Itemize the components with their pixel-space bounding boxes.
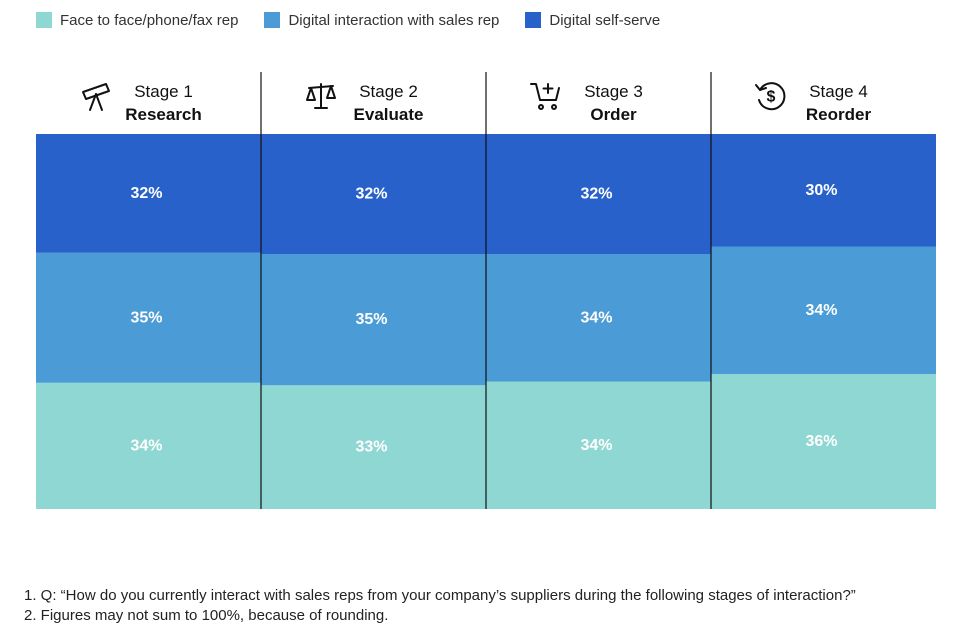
bar-segment-evaluate-face-to-face-phone-fax-rep — [261, 385, 486, 509]
legend-item-face-to-face: Face to face/phone/fax rep — [36, 12, 238, 29]
dollar-refresh-icon: $ — [755, 82, 786, 111]
footnote-1: 1. Q: “How do you currently interact wit… — [24, 587, 856, 604]
data-label-reorder-face-to-face-phone-fax-rep: 36% — [805, 433, 837, 450]
telescope-icon — [82, 83, 110, 111]
column-dividers — [260, 72, 712, 509]
bar-segment-evaluate-digital-self-serve — [261, 134, 486, 254]
bar-segment-research-digital-interaction-with-sales-rep — [36, 252, 261, 383]
data-label-evaluate-digital-self-serve: 32% — [355, 186, 387, 203]
bar-segment-order-digital-interaction-with-sales-rep — [486, 254, 711, 382]
legend-label-digital-rep: Digital interaction with sales rep — [288, 11, 500, 29]
bar-segment-order-digital-self-serve — [486, 134, 711, 254]
stage-number-1: Stage 1 — [134, 82, 193, 101]
data-label-research-digital-interaction-with-sales-rep: 35% — [130, 309, 162, 326]
data-label-research-digital-self-serve: 32% — [130, 185, 162, 202]
data-label-evaluate-face-to-face-phone-fax-rep: 33% — [355, 439, 387, 456]
bar-segment-reorder-face-to-face-phone-fax-rep — [711, 374, 936, 509]
bar-segment-research-digital-self-serve — [36, 134, 261, 253]
data-label-order-digital-self-serve: 32% — [580, 186, 612, 203]
bar-segment-order-face-to-face-phone-fax-rep — [486, 381, 711, 509]
stage-name-reorder: Reorder — [806, 105, 872, 124]
stage-name-research: Research — [125, 105, 202, 124]
scales-icon — [306, 83, 336, 109]
data-label-evaluate-digital-interaction-with-sales-rep: 35% — [355, 311, 387, 328]
cart-add-icon — [530, 83, 560, 110]
legend-item-self-serve: Digital self-serve — [525, 12, 660, 29]
svg-text:$: $ — [767, 89, 776, 106]
bar-segment-reorder-digital-self-serve — [711, 134, 936, 247]
stage-number-4: Stage 4 — [809, 82, 868, 101]
stage-name-evaluate: Evaluate — [354, 105, 424, 124]
stage-headers: Stage 1 Research Stage 2 Evaluate Stage 3 Ord… — [82, 82, 872, 124]
data-label-order-digital-interaction-with-sales-rep: 34% — [580, 309, 612, 326]
legend-item-digital-rep: Digital interaction with sales rep — [264, 12, 499, 29]
footnotes: 1. Q: “How do you currently interact wit… — [24, 586, 949, 626]
data-label-reorder-digital-interaction-with-sales-rep: 34% — [805, 302, 837, 319]
bar-segments — [36, 134, 936, 509]
stage-number-2: Stage 2 — [359, 82, 418, 101]
stage-number-3: Stage 3 — [584, 82, 643, 101]
legend-label-self-serve: Digital self-serve — [549, 11, 661, 29]
legend-label-face-to-face: Face to face/phone/fax rep — [60, 11, 239, 29]
stage-name-order: Order — [590, 105, 637, 124]
segment-labels: 34% 35% 32% 33% 35% 32% 34% 34% 32% 36% 34% 30% — [130, 182, 837, 456]
footnote-2: 2. Figures may not sum to 100%, because … — [24, 607, 389, 624]
chart-legend: Face to face/phone/fax rep Digital inter… — [36, 10, 660, 30]
data-label-order-face-to-face-phone-fax-rep: 34% — [580, 437, 612, 454]
legend-swatch-digital-rep — [264, 12, 281, 28]
bar-segment-reorder-digital-interaction-with-sales-rep — [711, 246, 936, 374]
data-label-reorder-digital-self-serve: 30% — [805, 182, 837, 199]
legend-swatch-self-serve — [525, 12, 542, 28]
legend-swatch-face-to-face — [36, 12, 52, 28]
bar-segment-evaluate-digital-interaction-with-sales-rep — [261, 254, 486, 386]
bar-segment-research-face-to-face-phone-fax-rep — [36, 382, 261, 509]
data-label-research-face-to-face-phone-fax-rep: 34% — [130, 437, 162, 454]
